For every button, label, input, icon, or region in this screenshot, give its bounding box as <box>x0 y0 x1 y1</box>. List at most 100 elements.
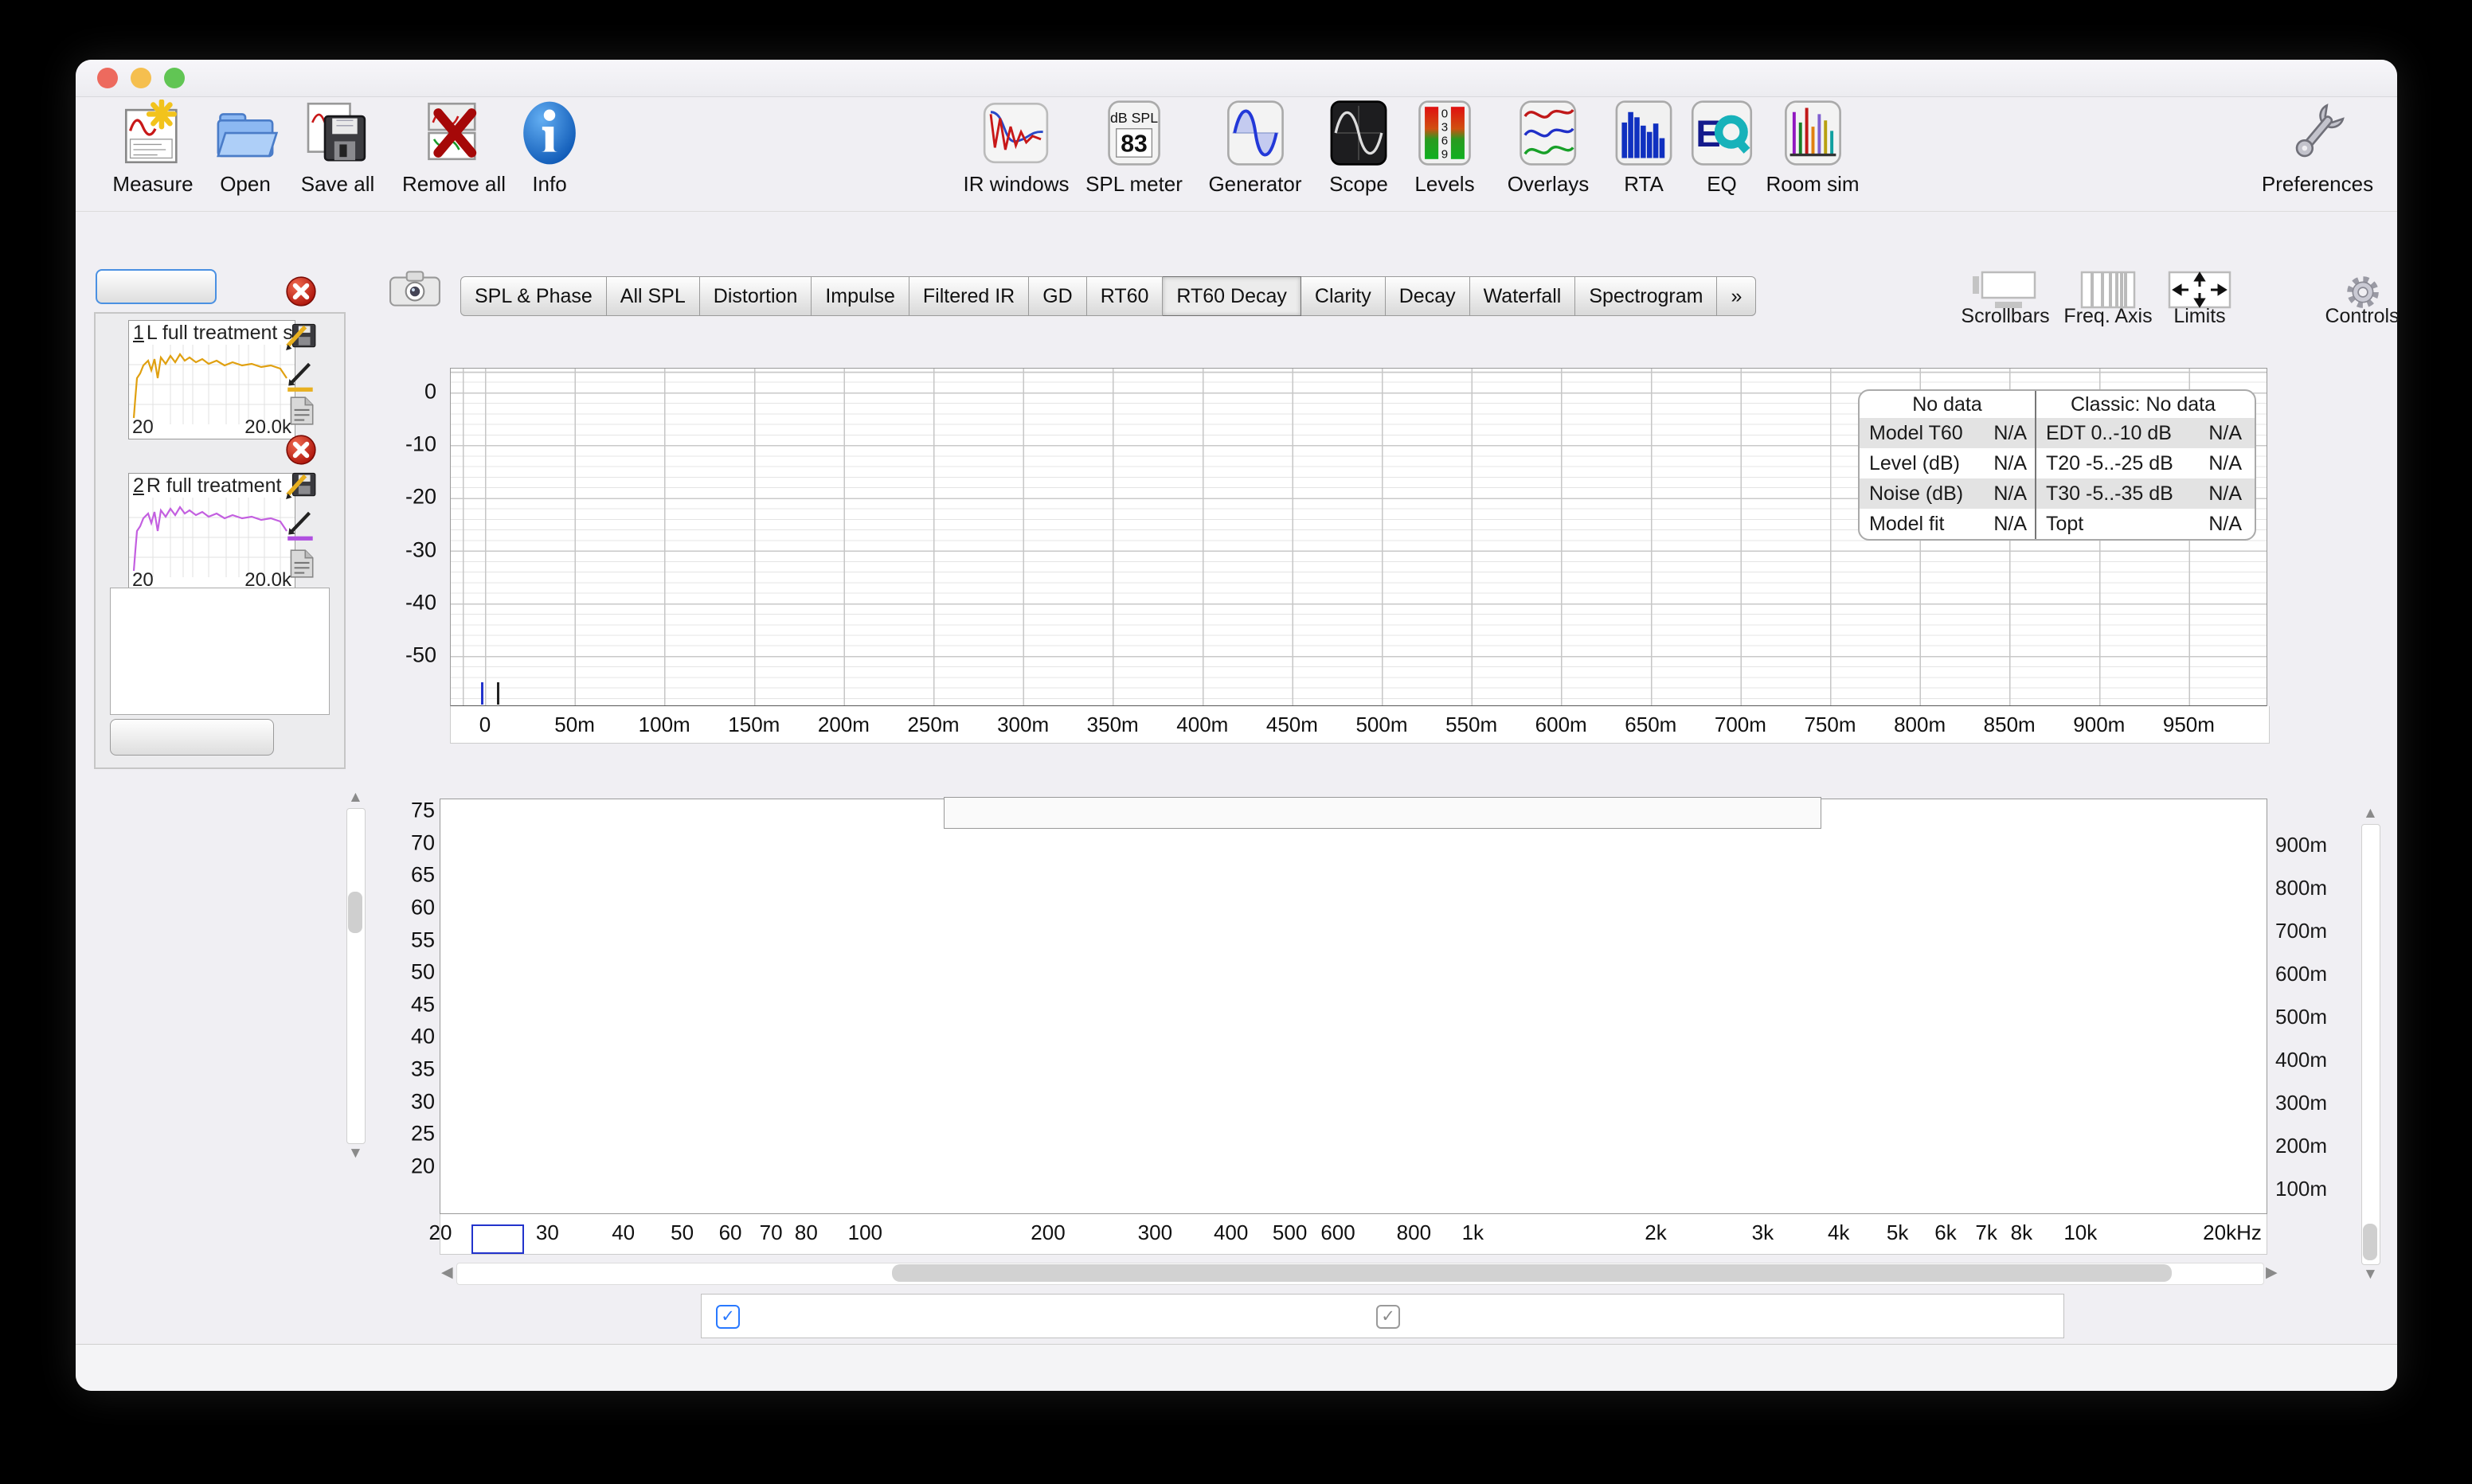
trace-checkbox[interactable]: ✓ <box>716 1305 740 1329</box>
tab-gd[interactable]: GD <box>1029 276 1087 316</box>
toolbar-button-roomsim[interactable]: Room sim <box>1766 100 1860 197</box>
scroll-up-icon[interactable]: ▲ <box>348 789 363 806</box>
waterfall-left-scrollbar[interactable] <box>346 808 366 1144</box>
measurement-name: R full treatment <box>146 474 282 497</box>
y-axis-tick: -10 <box>405 432 436 456</box>
overlays-icon <box>1508 100 1590 170</box>
close-window-button[interactable] <box>97 68 118 88</box>
freq-axis-tick: 100 <box>847 1220 883 1244</box>
expand-button[interactable] <box>96 269 217 304</box>
time-axis-tick: 800m <box>2275 876 2328 900</box>
toolbar-button-overlays[interactable]: Overlays <box>1508 100 1590 197</box>
measurement-delete-icon[interactable] <box>284 275 318 308</box>
x-axis-tick: 450m <box>1265 713 1318 736</box>
button-scrollbars[interactable] <box>1971 271 2040 313</box>
toolbar-button-info[interactable]: Info <box>516 100 583 197</box>
toolbar-button-splmeter[interactable]: dB SPL 83 SPL meter <box>1085 100 1183 197</box>
freq-axis-tick: 60 <box>718 1220 742 1244</box>
x-axis-tick: 850m <box>1983 713 2036 736</box>
tab-all-spl[interactable]: All SPL <box>606 276 700 316</box>
toolbar-button-open[interactable]: Open <box>212 100 279 197</box>
measurement-notes-pen-icon[interactable] <box>284 509 318 542</box>
tab--[interactable]: » <box>1717 276 1757 316</box>
toolbar-separator <box>76 211 2397 212</box>
waterfall-h-scrollbar-thumb[interactable] <box>892 1264 2172 1282</box>
tab-filtered-ir[interactable]: Filtered IR <box>909 276 1030 316</box>
y-axis-tick: 0 <box>424 379 436 404</box>
minimize-window-button[interactable] <box>131 68 151 88</box>
svg-text:0: 0 <box>1441 107 1448 120</box>
button-label: Freq. Axis <box>2063 305 2153 327</box>
change-cal-button[interactable] <box>110 719 274 756</box>
toolbar-label: IR windows <box>963 172 1070 196</box>
axis-min: 20 <box>132 569 154 591</box>
scroll-down-icon[interactable]: ▼ <box>348 1145 363 1162</box>
scroll-right-icon[interactable]: ▶ <box>2266 1264 2278 1281</box>
x-axis-tick: 400m <box>1176 713 1229 736</box>
button-freq-axis[interactable] <box>2080 271 2136 313</box>
stats-header-right: Classic: No data <box>2036 391 2250 418</box>
tab-waterfall[interactable]: Waterfall <box>1469 276 1576 316</box>
toolbar-button-removeall[interactable]: Remove all <box>402 100 506 197</box>
toolbar-button-eq[interactable]: E EQ <box>1688 100 1755 197</box>
measurement-delete-icon[interactable] <box>284 433 318 467</box>
measurement-notes-doc-icon[interactable] <box>284 394 318 428</box>
cursor-frequency-label[interactable] <box>471 1224 524 1254</box>
time-axis-tick: 300m <box>2275 1091 2328 1115</box>
stats-row: Model fit N/A Topt N/A <box>1860 509 2255 539</box>
stats-header-label: No data <box>1912 393 1982 416</box>
waterfall-plot[interactable] <box>440 799 2267 1214</box>
measurement-notes-pen-icon[interactable] <box>284 360 318 393</box>
toolbar-button-levels[interactable]: 0 3 6 9 Levels <box>1411 100 1478 197</box>
freq-axis-tick: 800 <box>1396 1220 1432 1244</box>
y-axis-tick: -50 <box>405 642 436 667</box>
measurement-notes-box[interactable] <box>110 588 330 715</box>
toolbar-label: Save all <box>300 172 375 196</box>
tab-decay[interactable]: Decay <box>1385 276 1470 316</box>
scroll-up-icon[interactable]: ▲ <box>2363 805 2378 822</box>
tab-distortion[interactable]: Distortion <box>699 276 812 316</box>
t60m-checkbox[interactable]: ✓ <box>1376 1305 1400 1329</box>
svg-text:6: 6 <box>1441 134 1448 147</box>
toolbar-button-generator[interactable]: Generator <box>1208 100 1302 197</box>
button-label: Scrollbars <box>1961 305 2050 327</box>
measurement-save-icon[interactable] <box>284 467 318 500</box>
scroll-left-icon[interactable]: ◀ <box>441 1264 453 1281</box>
stats-cell: EDT 0..-10 dB N/A <box>2036 418 2250 448</box>
capture-button[interactable] <box>389 269 441 313</box>
stat-label: T30 -5..-35 dB <box>2046 482 2173 505</box>
toolbar-button-irwindows[interactable]: IR windows <box>963 100 1070 197</box>
tab-spectrogram[interactable]: Spectrogram <box>1575 276 1718 316</box>
toolbar-button-scope[interactable]: Scope <box>1325 100 1392 197</box>
toolbar-button-saveall[interactable]: Save all <box>300 100 375 197</box>
axis-min: 20 <box>132 416 154 438</box>
trace-color-swatch <box>1024 1314 1100 1318</box>
toolbar-button-preferences[interactable]: Preferences <box>2262 100 2373 197</box>
controls-button[interactable] <box>2341 271 2384 318</box>
waterfall-right-scrollbar[interactable] <box>2361 824 2380 1265</box>
scroll-down-icon[interactable]: ▼ <box>2363 1266 2378 1283</box>
freq-axis-tick: 4k <box>1827 1220 1850 1244</box>
waterfall-right-scrollbar-thumb[interactable] <box>2363 1224 2377 1260</box>
stat-value: N/A <box>1993 513 2027 535</box>
waterfall-left-scrollbar-thumb[interactable] <box>348 892 362 933</box>
toolbar-label: SPL meter <box>1085 172 1183 196</box>
toolbar-button-measure[interactable]: Measure <box>112 99 194 197</box>
time-axis-tick: 400m <box>2275 1048 2328 1072</box>
toolbar-button-rta[interactable]: RTA <box>1610 100 1677 197</box>
measurement-notes-doc-icon[interactable] <box>284 547 318 580</box>
tab-rt60[interactable]: RT60 <box>1086 276 1164 316</box>
tab-rt60-decay[interactable]: RT60 Decay <box>1163 276 1301 316</box>
x-axis-tick: 750m <box>1804 713 1856 736</box>
maximize-window-button[interactable] <box>164 68 185 88</box>
measurement-save-icon[interactable] <box>284 318 318 351</box>
tab-spl-phase[interactable]: SPL & Phase <box>460 276 607 316</box>
tab-impulse[interactable]: Impulse <box>812 276 909 316</box>
tab-clarity[interactable]: Clarity <box>1301 276 1386 316</box>
button-limits[interactable] <box>2168 271 2231 313</box>
irwindows-icon <box>964 100 1070 170</box>
